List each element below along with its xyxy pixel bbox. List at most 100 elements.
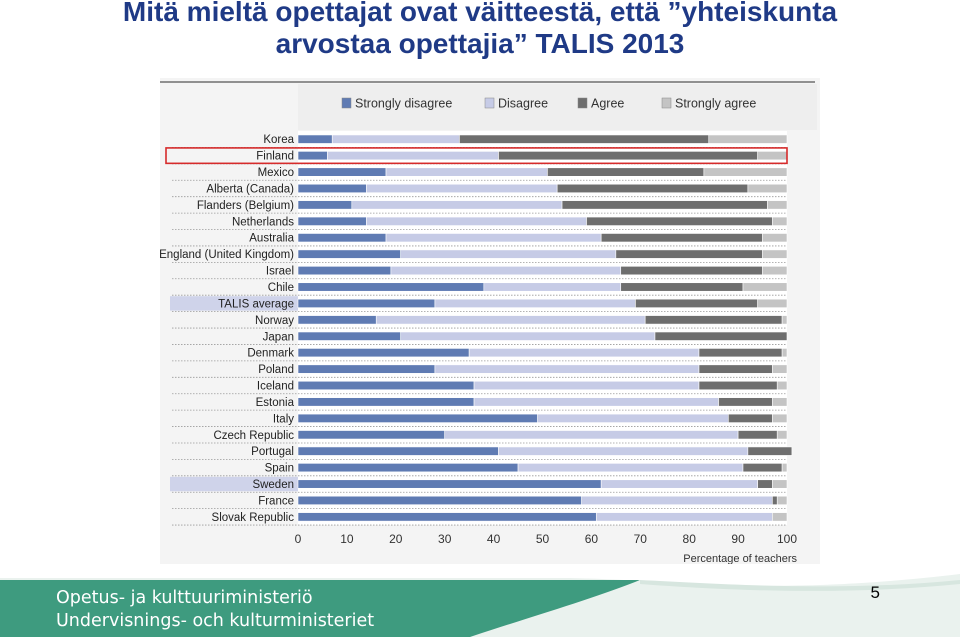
- bar-slovak-republic-disagree: [595, 512, 773, 522]
- x-tick-label-90: 90: [731, 532, 745, 546]
- legend-swatch-disagree: [484, 97, 495, 109]
- bar-netherlands-disagree: [366, 216, 587, 226]
- bar-korea-strongly-disagree: [297, 134, 333, 144]
- bar-sweden-disagree: [600, 479, 758, 489]
- category-label-czech-republic: Czech Republic: [213, 430, 294, 442]
- bar-japan-agree: [654, 331, 788, 341]
- bar-sweden-strongly-agree: [772, 479, 788, 489]
- bar-poland-strongly-agree: [772, 364, 788, 374]
- chart-row-poland: Poland: [172, 364, 788, 378]
- bar-sweden-strongly-disagree: [297, 479, 602, 489]
- category-label-chile: Chile: [268, 282, 294, 294]
- chart-row-spain: Spain: [172, 463, 788, 477]
- bar-spain-strongly-agree: [781, 463, 788, 473]
- bar-england-united-kingdom-strongly-agree: [762, 249, 788, 259]
- bar-slovak-republic-strongly-agree: [772, 512, 788, 522]
- x-tick-label-40: 40: [487, 532, 501, 546]
- bar-flanders-belgium-disagree: [351, 200, 563, 210]
- bar-iceland-strongly-disagree: [297, 380, 475, 391]
- bar-japan-strongly-disagree: [297, 331, 401, 341]
- x-tick-label-20: 20: [389, 532, 403, 546]
- category-label-finland: Finland: [256, 151, 294, 163]
- bar-israel-strongly-disagree: [297, 266, 392, 276]
- bar-estonia-disagree: [473, 397, 719, 407]
- bar-netherlands-strongly-agree: [772, 216, 788, 226]
- legend-swatch-strongly-agree: [661, 97, 672, 109]
- bar-finland-disagree: [327, 151, 499, 161]
- bar-france-agree: [772, 495, 778, 506]
- x-tick-label-100: 100: [777, 532, 797, 546]
- category-label-denmark: Denmark: [247, 348, 294, 360]
- bar-denmark-disagree: [468, 348, 700, 358]
- bar-talis-average-strongly-agree: [757, 298, 788, 308]
- chart-row-italy: Italy: [172, 413, 788, 427]
- bar-flanders-belgium-strongly-disagree: [297, 200, 353, 210]
- bar-finland-strongly-disagree: [297, 151, 328, 161]
- x-tick-label-60: 60: [585, 532, 599, 546]
- bar-denmark-strongly-disagree: [297, 348, 470, 358]
- bar-israel-disagree: [390, 266, 622, 276]
- bar-australia-strongly-agree: [762, 233, 788, 243]
- chart-row-mexico: Mexico: [172, 167, 788, 181]
- chart-row-england-united-kingdom: England (United Kingdom): [160, 249, 788, 263]
- category-label-talis-average: TALIS average: [218, 298, 294, 310]
- bar-england-united-kingdom-strongly-disagree: [297, 249, 401, 259]
- legend-swatch-strongly-disagree: [341, 97, 352, 109]
- category-label-mexico: Mexico: [258, 167, 294, 179]
- chart-row-denmark: Denmark: [172, 348, 788, 362]
- bar-iceland-agree: [698, 380, 778, 391]
- bar-czech-republic-strongly-disagree: [297, 430, 445, 440]
- category-label-estonia: Estonia: [256, 397, 295, 409]
- legend-panel: [298, 84, 817, 130]
- bar-portugal-strongly-disagree: [297, 446, 499, 456]
- bar-chile-agree: [620, 282, 744, 292]
- x-tick-label-70: 70: [634, 532, 648, 546]
- bar-israel-agree: [620, 266, 763, 276]
- category-label-israel: Israel: [266, 266, 294, 278]
- bar-poland-disagree: [434, 364, 700, 374]
- footer-wave-stripe: [640, 580, 960, 591]
- chart-rows: Korea Finland Mexico Alberta (Canada) Flande…: [160, 134, 793, 526]
- category-label-france: France: [258, 495, 294, 507]
- bar-australia-agree: [600, 233, 763, 243]
- chart-row-estonia: Estonia: [172, 397, 788, 411]
- bar-talis-average-disagree: [434, 298, 636, 308]
- chart-row-sweden: Sweden: [170, 476, 788, 493]
- bar-iceland-strongly-agree: [776, 380, 788, 391]
- bar-australia-disagree: [385, 233, 602, 243]
- bar-flanders-belgium-strongly-agree: [767, 200, 788, 210]
- footer-wave-green: [0, 580, 640, 637]
- chart-row-japan: Japan: [172, 331, 788, 345]
- chart-row-czech-republic: Czech Republic: [172, 430, 788, 444]
- category-label-norway: Norway: [255, 315, 294, 327]
- bar-italy-disagree: [537, 413, 729, 423]
- chart-row-iceland: Iceland: [172, 380, 788, 395]
- bar-slovak-republic-strongly-disagree: [297, 512, 597, 522]
- x-tick-label-50: 50: [536, 532, 550, 546]
- x-axis: 0 10 20 30 40 50 60 70 80 90 100 Percentage of teac…: [295, 532, 798, 564]
- footer-wave: [0, 574, 960, 637]
- bar-spain-disagree: [517, 463, 744, 473]
- bar-alberta-canada-strongly-disagree: [297, 183, 367, 194]
- bar-mexico-agree: [547, 167, 705, 177]
- chart-row-australia: Australia: [172, 233, 788, 247]
- bar-mexico-disagree: [385, 167, 548, 177]
- category-label-sweden: Sweden: [252, 479, 294, 491]
- bar-korea-disagree: [331, 134, 460, 144]
- bar-mexico-strongly-agree: [703, 167, 788, 177]
- bar-portugal-disagree: [498, 446, 749, 456]
- bar-alberta-canada-agree: [556, 183, 749, 194]
- bar-czech-republic-strongly-agree: [776, 430, 788, 440]
- bar-netherlands-agree: [586, 216, 773, 226]
- bar-talis-average-agree: [635, 298, 758, 308]
- category-label-italy: Italy: [273, 413, 294, 425]
- chart-row-france: France: [172, 495, 788, 510]
- category-label-netherlands: Netherlands: [232, 216, 294, 228]
- bar-spain-strongly-disagree: [297, 463, 519, 473]
- bar-korea-strongly-agree: [708, 134, 788, 144]
- category-label-australia: Australia: [249, 233, 294, 245]
- bar-england-united-kingdom-disagree: [400, 249, 617, 259]
- bar-denmark-strongly-agree: [781, 348, 788, 358]
- bar-italy-strongly-agree: [772, 413, 788, 423]
- legend-swatch-agree: [577, 97, 588, 109]
